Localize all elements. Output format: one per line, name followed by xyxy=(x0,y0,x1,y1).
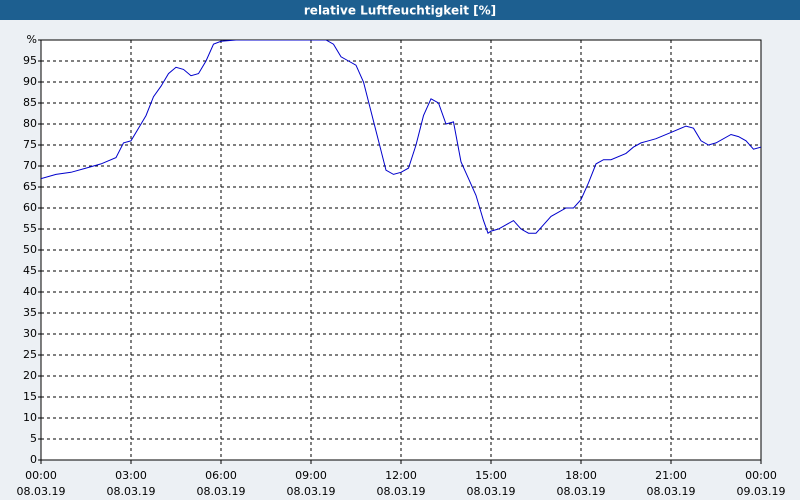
y-tick-label: 30 xyxy=(23,327,37,340)
y-tick-label: 20 xyxy=(23,369,37,382)
y-tick-label: 0 xyxy=(30,453,37,466)
y-tick-label: 70 xyxy=(23,159,37,172)
x-tick-label: 12:00 08.03.19 xyxy=(377,469,426,498)
x-tick-label: 09:00 08.03.19 xyxy=(287,469,336,498)
x-tick-label: 21:00 08.03.19 xyxy=(647,469,696,498)
y-tick-label: 85 xyxy=(23,96,37,109)
y-tick-label: 80 xyxy=(23,117,37,130)
x-tick-label: 06:00 08.03.19 xyxy=(197,469,246,498)
y-tick-label: 35 xyxy=(23,306,37,319)
y-tick-label: 50 xyxy=(23,243,37,256)
chart-title: relative Luftfeuchtigkeit [%] xyxy=(304,4,496,18)
y-tick-label: 90 xyxy=(23,75,37,88)
y-tick-label: 55 xyxy=(23,222,37,235)
y-tick-label: 15 xyxy=(23,390,37,403)
y-tick-label: 40 xyxy=(23,285,37,298)
x-tick-label: 18:00 08.03.19 xyxy=(557,469,606,498)
title-bar xyxy=(0,0,800,20)
data-line xyxy=(41,40,761,234)
y-tick-label: 25 xyxy=(23,348,37,361)
y-tick-label: 75 xyxy=(23,138,37,151)
y-tick-label: 95 xyxy=(23,54,37,67)
y-tick-label: 5 xyxy=(30,432,37,445)
y-tick-label: % xyxy=(27,33,37,46)
x-tick-label: 00:00 09.03.19 xyxy=(737,469,786,498)
y-tick-label: 45 xyxy=(23,264,37,277)
x-tick-label: 15:00 08.03.19 xyxy=(467,469,516,498)
y-tick-label: 65 xyxy=(23,180,37,193)
x-tick-label: 03:00 08.03.19 xyxy=(107,469,156,498)
y-tick-label: 10 xyxy=(23,411,37,424)
x-tick-label: 00:00 08.03.19 xyxy=(17,469,66,498)
y-tick-label: 60 xyxy=(23,201,37,214)
